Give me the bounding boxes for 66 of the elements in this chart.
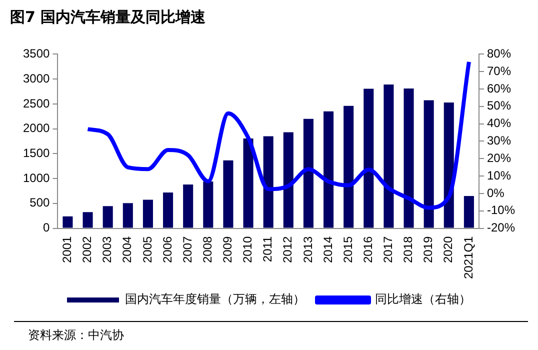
y-tick-label: 3500 — [22, 46, 50, 61]
x-tick-label: 2019 — [421, 236, 436, 263]
y-tick-label: 1500 — [22, 146, 50, 160]
y2-tick-label: 0% — [486, 186, 505, 200]
x-tick-label: 2009 — [220, 236, 235, 263]
x-tick-label: 2003 — [100, 236, 114, 263]
bar — [142, 200, 153, 228]
x-tick-label: 2004 — [120, 236, 134, 263]
bar — [444, 102, 454, 228]
y2-tick-label: 10% — [486, 168, 512, 182]
y-tick-label: 500 — [30, 196, 50, 210]
x-tick-label: 2020 — [441, 236, 456, 263]
y2-tick-label: 20% — [486, 150, 512, 165]
bar — [464, 196, 474, 228]
y-tick-label: 3000 — [22, 71, 50, 86]
bar — [424, 100, 434, 228]
line-series — [86, 60, 471, 210]
y2-tick-label: 50% — [486, 98, 512, 113]
legend-label: 国内汽车年度销量（万辆，左轴） — [125, 292, 305, 306]
bar — [62, 216, 73, 228]
x-tick-label: 2018 — [401, 236, 416, 263]
bar — [384, 84, 394, 228]
y2-tick-label: -10% — [486, 203, 516, 218]
y2-tick-label: 80% — [486, 46, 512, 61]
x-tick-label: 2017 — [381, 236, 396, 263]
y-tick-label: 1000 — [22, 170, 50, 185]
x-tick-label: 2007 — [180, 236, 194, 263]
bar — [404, 88, 414, 228]
bar — [122, 203, 133, 228]
x-tick-label: 2008 — [200, 236, 214, 263]
y2-tick-label: 70% — [486, 64, 512, 78]
x-tick-label: 2016 — [360, 236, 375, 263]
x-tick-label: 2015 — [340, 236, 355, 263]
bar — [364, 88, 374, 228]
bar — [344, 106, 354, 228]
x-tick-label: 2010 — [240, 236, 255, 263]
text: 资料来源：中汽协 — [28, 327, 124, 344]
bar — [303, 118, 314, 228]
chart-title: 图7 国内汽车销量及同比增速 — [10, 8, 206, 27]
bar — [102, 206, 113, 228]
bar — [263, 136, 274, 228]
bar — [203, 182, 214, 228]
y2-tick-label: -20% — [486, 220, 516, 235]
x-tick-label: 2011 — [260, 236, 275, 262]
y-tick-label: 0 — [43, 220, 50, 235]
x-tick-label: 2006 — [160, 236, 174, 263]
bar — [82, 212, 93, 228]
bar — [183, 184, 194, 228]
bar — [283, 132, 294, 228]
y-tick-label: 2500 — [22, 96, 50, 110]
x-tick-label: 2001 — [60, 236, 74, 263]
y2-tick-label: 30% — [486, 134, 512, 148]
bar — [324, 111, 334, 228]
legend-label: 同比增速（右轴） — [375, 292, 471, 306]
bar — [163, 192, 174, 228]
bar — [223, 160, 234, 228]
x-tick-label: 2013 — [300, 236, 315, 263]
x-tick-label: 2021Q1 — [461, 236, 476, 279]
bar — [243, 138, 254, 228]
x-tick-label: 2002 — [80, 236, 94, 263]
y2-tick-label: 40% — [486, 116, 512, 130]
x-tick-label: 2012 — [280, 236, 295, 263]
x-tick-label: 2005 — [140, 236, 154, 263]
x-tick-label: 2014 — [320, 236, 335, 263]
y-tick-label: 2000 — [22, 121, 50, 136]
y2-tick-label: 60% — [486, 81, 512, 96]
